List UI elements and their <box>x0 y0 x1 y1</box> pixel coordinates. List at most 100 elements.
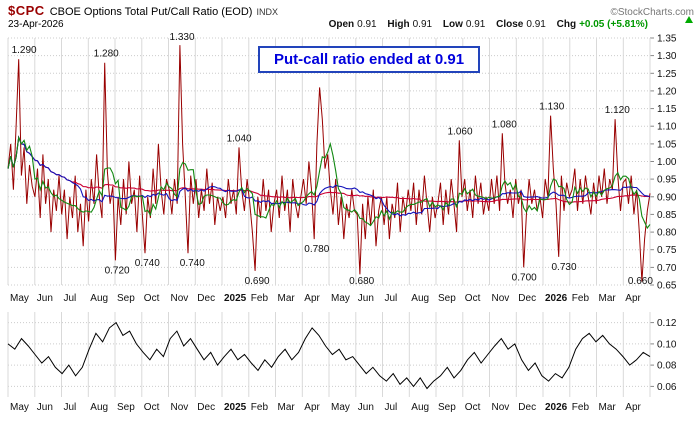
svg-text:Jun: Jun <box>37 293 53 304</box>
svg-text:0.720: 0.720 <box>105 265 130 276</box>
quote-low-label: Low <box>442 19 463 30</box>
svg-text:0.90: 0.90 <box>657 192 677 203</box>
svg-text:Feb: Feb <box>251 293 269 304</box>
svg-text:0.70: 0.70 <box>657 263 677 274</box>
svg-text:1.280: 1.280 <box>94 49 119 60</box>
svg-text:0.10: 0.10 <box>657 339 677 350</box>
svg-text:Aug: Aug <box>411 402 429 413</box>
svg-text:Aug: Aug <box>90 293 108 304</box>
quote-close: Close 0.91 <box>488 19 546 30</box>
quote-low-value: 0.91 <box>465 19 486 30</box>
quote-open-label: Open <box>328 19 355 30</box>
svg-text:2026: 2026 <box>545 293 568 304</box>
svg-text:Feb: Feb <box>572 402 590 413</box>
quote-chg-value: +0.05 (+5.81%) <box>579 19 648 30</box>
svg-text:Nov: Nov <box>492 293 510 304</box>
svg-text:0.08: 0.08 <box>657 361 677 372</box>
svg-text:Mar: Mar <box>599 293 617 304</box>
svg-text:Jun: Jun <box>358 293 374 304</box>
svg-text:1.290: 1.290 <box>12 45 37 56</box>
quote-high: High 0.91 <box>379 19 432 30</box>
svg-text:Feb: Feb <box>251 402 269 413</box>
chart-date: 23-Apr-2026 <box>8 19 64 30</box>
svg-text:Dec: Dec <box>197 402 215 413</box>
quote-low: Low 0.91 <box>435 19 485 30</box>
svg-text:Feb: Feb <box>572 293 590 304</box>
svg-text:0.680: 0.680 <box>349 276 374 287</box>
svg-text:1.060: 1.060 <box>447 126 472 137</box>
svg-text:1.05: 1.05 <box>657 139 677 150</box>
svg-text:Jun: Jun <box>358 402 374 413</box>
svg-text:Nov: Nov <box>492 402 510 413</box>
chart-header: $CPC CBOE Options Total Put/Call Ratio (… <box>0 0 700 30</box>
svg-text:1.10: 1.10 <box>657 122 677 133</box>
symbol[interactable]: $CPC <box>8 3 45 18</box>
svg-text:1.20: 1.20 <box>657 86 677 97</box>
svg-text:0.780: 0.780 <box>304 244 329 255</box>
quote-open-value: 0.91 <box>357 19 377 30</box>
svg-text:Jul: Jul <box>64 402 77 413</box>
svg-text:1.30: 1.30 <box>657 51 677 62</box>
svg-text:Apr: Apr <box>625 402 641 413</box>
security-name: CBOE Options Total Put/Call Ratio (EOD) <box>49 6 253 18</box>
svg-text:Oct: Oct <box>144 293 160 304</box>
svg-text:Apr: Apr <box>304 293 320 304</box>
quote-chg-label: Chg <box>556 19 577 30</box>
svg-text:0.740: 0.740 <box>135 258 160 269</box>
svg-text:0.95: 0.95 <box>657 175 677 186</box>
svg-text:Dec: Dec <box>518 293 536 304</box>
svg-text:Mar: Mar <box>599 402 617 413</box>
svg-text:0.80: 0.80 <box>657 228 677 239</box>
exchange-label: INDX <box>256 7 278 17</box>
svg-text:Mar: Mar <box>278 402 296 413</box>
svg-text:Jul: Jul <box>385 293 398 304</box>
svg-text:2026: 2026 <box>545 402 568 413</box>
svg-text:0.690: 0.690 <box>245 276 270 287</box>
svg-text:0.12: 0.12 <box>657 318 677 329</box>
svg-text:May: May <box>331 402 350 413</box>
svg-text:1.130: 1.130 <box>539 102 564 113</box>
svg-text:Sep: Sep <box>438 402 456 413</box>
svg-text:1.25: 1.25 <box>657 69 677 80</box>
svg-text:1.35: 1.35 <box>657 34 677 45</box>
svg-text:1.120: 1.120 <box>605 105 630 116</box>
svg-text:0.75: 0.75 <box>657 245 677 256</box>
svg-text:Oct: Oct <box>144 402 160 413</box>
svg-text:Nov: Nov <box>171 293 189 304</box>
svg-text:0.85: 0.85 <box>657 210 677 221</box>
quote-line: Open 0.91 High 0.91 Low 0.91 Close 0.91 Chg +… <box>321 19 648 30</box>
svg-text:Jul: Jul <box>385 402 398 413</box>
annotation-callout: Put-call ratio ended at 0.91 <box>258 46 481 73</box>
svg-text:0.700: 0.700 <box>512 272 537 283</box>
svg-text:1.00: 1.00 <box>657 157 677 168</box>
svg-text:Dec: Dec <box>518 402 536 413</box>
main-chart[interactable]: 1.35 1.30 1.25 1.20 1.15 1.10 1.05 1.00 0.95 0.90… <box>0 30 700 308</box>
svg-text:May: May <box>331 293 350 304</box>
svg-text:0.740: 0.740 <box>180 258 205 269</box>
svg-text:Oct: Oct <box>465 293 481 304</box>
svg-text:2025: 2025 <box>224 293 247 304</box>
svg-text:Apr: Apr <box>304 402 320 413</box>
svg-text:May: May <box>10 402 29 413</box>
svg-text:1.040: 1.040 <box>227 133 252 144</box>
svg-text:Jul: Jul <box>64 293 77 304</box>
svg-text:May: May <box>10 293 29 304</box>
svg-text:Mar: Mar <box>278 293 296 304</box>
svg-text:Dec: Dec <box>197 293 215 304</box>
svg-text:0.730: 0.730 <box>551 262 576 273</box>
lower-chart[interactable]: 0.12 0.10 0.08 0.06 May Jun Jul Aug Sep Oct Nov Dec… <box>0 308 700 421</box>
svg-text:Sep: Sep <box>117 293 135 304</box>
quote-row: 23-Apr-2026 Open 0.91 High 0.91 Low 0.91 Cl… <box>0 18 700 30</box>
svg-text:Jun: Jun <box>37 402 53 413</box>
quote-chg: Chg +0.05 (+5.81%) <box>549 19 648 30</box>
svg-text:Apr: Apr <box>625 293 641 304</box>
svg-text:2025: 2025 <box>224 402 247 413</box>
quote-close-label: Close <box>496 19 524 30</box>
svg-text:1.330: 1.330 <box>169 32 194 43</box>
title-row: $CPC CBOE Options Total Put/Call Ratio (… <box>0 0 700 18</box>
svg-text:Nov: Nov <box>171 402 189 413</box>
copyright[interactable]: ©StockCharts.com <box>610 7 694 18</box>
svg-text:Aug: Aug <box>90 402 108 413</box>
svg-text:Sep: Sep <box>117 402 135 413</box>
svg-text:1.15: 1.15 <box>657 104 677 115</box>
